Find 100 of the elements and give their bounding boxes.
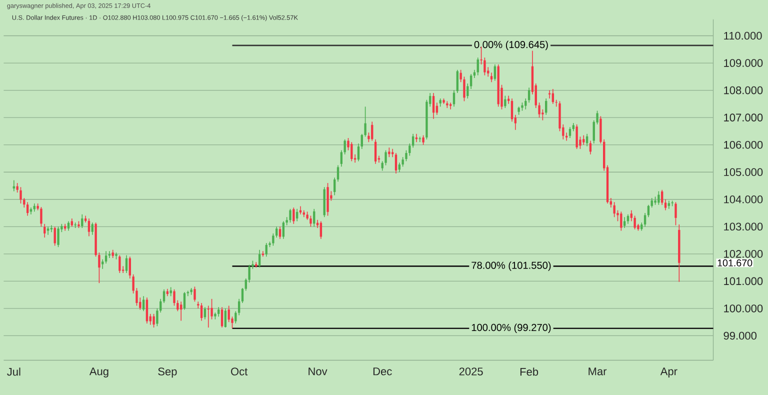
candlestick xyxy=(104,250,108,264)
candlestick xyxy=(183,292,186,310)
y-tick-label: 108.000 xyxy=(724,86,763,94)
ref-line-label: 0.00% (109.645) xyxy=(474,40,548,50)
candlestick xyxy=(623,216,626,228)
candlestick xyxy=(265,242,268,257)
y-tick-label: 110.000 xyxy=(724,32,762,40)
candlestick xyxy=(466,83,469,99)
candlestick xyxy=(463,76,466,102)
y-tick-label: 107.000 xyxy=(724,114,763,122)
candlestick xyxy=(449,102,452,110)
candlestick xyxy=(220,306,224,328)
candlestick xyxy=(180,301,182,322)
candlestick xyxy=(576,124,578,150)
candlestick xyxy=(422,134,424,146)
candlestick xyxy=(173,288,176,306)
candlestick xyxy=(44,223,46,238)
y-tick-label: 106.000 xyxy=(724,140,763,149)
candlestick xyxy=(620,211,622,232)
candlestick xyxy=(394,152,398,174)
candlestick xyxy=(460,69,462,82)
candlestick xyxy=(40,206,42,227)
candlestick xyxy=(118,254,121,274)
candlestick xyxy=(494,64,496,82)
x-tick-label: Nov xyxy=(308,368,328,376)
ref-line-label: 78.00% (101.550) xyxy=(472,261,551,271)
candlestick xyxy=(98,252,100,284)
candlestick xyxy=(661,189,664,206)
x-tick-label: Dec xyxy=(373,368,392,376)
candlestick xyxy=(278,226,282,240)
ref-line-label: 100.00% (99.270) xyxy=(472,324,551,333)
candlestick xyxy=(374,138,377,164)
candlestick xyxy=(504,95,506,108)
candlestick xyxy=(258,249,261,268)
candlestick xyxy=(392,148,394,158)
candlestick xyxy=(470,73,472,90)
candlestick xyxy=(357,143,360,162)
candlestick xyxy=(490,72,493,82)
candlestick xyxy=(162,288,166,304)
candlestick xyxy=(200,302,203,322)
candlestick xyxy=(228,305,230,322)
text: 101.670 xyxy=(718,259,752,266)
y-tick-label: 99.000 xyxy=(724,332,757,340)
candlestick xyxy=(23,198,26,208)
candlestick xyxy=(88,218,90,237)
candlestick xyxy=(650,198,653,208)
candlestick xyxy=(371,121,374,142)
candlestick xyxy=(542,108,544,121)
candlestick xyxy=(334,177,336,196)
candlestick xyxy=(296,208,298,222)
x-tick-label: Feb xyxy=(520,368,538,376)
candlestick xyxy=(282,220,285,240)
candlestick xyxy=(20,186,22,204)
candlestick xyxy=(16,182,18,193)
x-tick-label: Aug xyxy=(89,368,108,378)
candlestick xyxy=(456,69,458,94)
candlestick xyxy=(108,250,111,258)
candlestick xyxy=(262,250,264,257)
x-tick-label: Sep xyxy=(158,368,177,378)
candlestick xyxy=(388,147,390,158)
y-tick-label: 100.000 xyxy=(724,304,763,312)
candlestick xyxy=(476,57,479,76)
candlestick xyxy=(658,190,660,206)
candlestick xyxy=(644,212,646,227)
candlestick xyxy=(350,142,353,162)
y-tick-label: 105.000 xyxy=(724,168,763,176)
candlestick xyxy=(207,305,210,328)
candlestick xyxy=(510,98,514,122)
candlestick xyxy=(125,254,128,274)
x-tick-label: Apr xyxy=(660,368,678,378)
candlestick xyxy=(152,313,155,328)
candlestick xyxy=(292,207,295,224)
candlestick xyxy=(408,143,411,156)
candlestick xyxy=(224,308,227,328)
y-tick-label: 104.000 xyxy=(724,195,763,204)
candlestick xyxy=(142,296,145,312)
candlestick xyxy=(102,258,104,270)
candlestick xyxy=(589,140,592,155)
candlestick xyxy=(582,134,585,146)
candlestick xyxy=(336,164,340,182)
candlestick xyxy=(218,306,220,317)
candlestick xyxy=(568,126,572,138)
candlestick xyxy=(197,301,200,309)
y-tick-label: 103.000 xyxy=(724,222,763,230)
y-tick-label: 102.000 xyxy=(724,250,763,258)
candlestick xyxy=(313,208,316,227)
candlestick xyxy=(484,57,486,76)
candlestick xyxy=(194,286,196,302)
candlestick xyxy=(664,198,667,211)
candlestick xyxy=(674,202,677,226)
candlestick xyxy=(136,288,138,306)
candlestick xyxy=(91,222,94,236)
candlestick xyxy=(241,288,244,304)
candlestick xyxy=(204,306,206,320)
x-tick-label: Oct xyxy=(231,368,248,376)
candlestick xyxy=(54,226,56,246)
x-tick-label: Mar xyxy=(588,368,607,376)
candlestick xyxy=(50,224,53,232)
y-tick-label: 101.000 xyxy=(724,277,763,286)
x-tick-label: 2025 xyxy=(459,368,483,376)
